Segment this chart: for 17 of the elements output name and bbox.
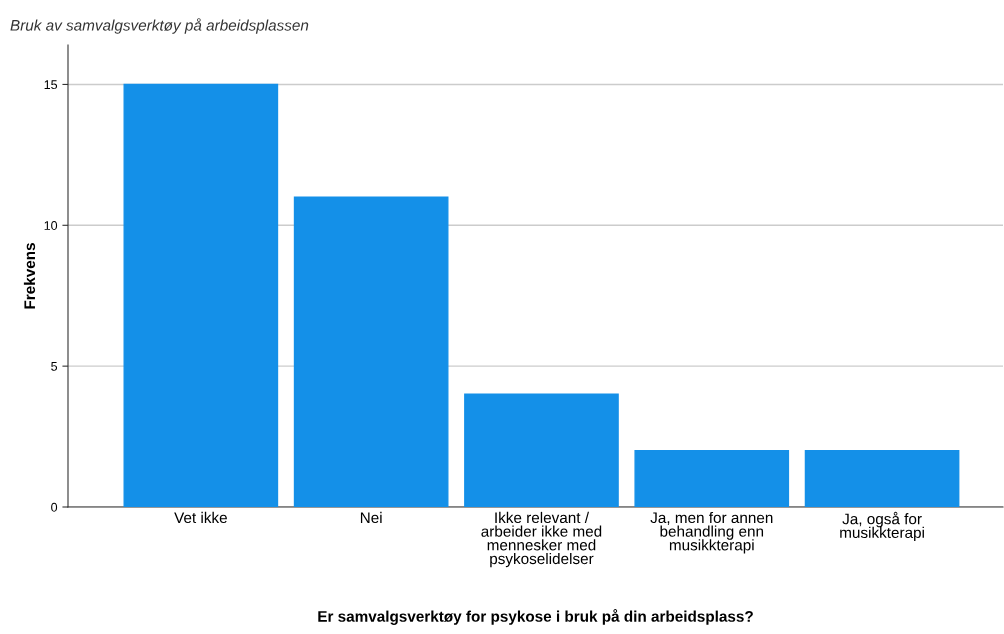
bar — [464, 393, 619, 507]
y-tick-label: 10 — [44, 221, 58, 230]
bar — [123, 83, 279, 507]
y-tick-label: 15 — [44, 80, 58, 90]
y-tick-label: 0 — [51, 502, 58, 512]
chart-title: Bruk av samvalgsverktøy på arbeidsplassen — [10, 18, 309, 34]
x-tick-label: Ikke relevant / arbeider ikke med mennesker med psykoselidelser — [481, 511, 602, 568]
x-tick-label: Nei — [360, 511, 382, 524]
x-axis-title: Er samvalgsverktøy for psykose i bruk på din arbeidsplass? — [318, 609, 753, 625]
x-tick-label: Ja, men for annen behandling enn musikkterapi — [650, 511, 773, 554]
x-tick-label: Vet ikke — [174, 511, 227, 524]
bar — [634, 449, 790, 507]
bar — [293, 196, 449, 507]
bar — [804, 449, 960, 507]
x-tick-label: Ja, også for musikkterapi — [840, 511, 924, 542]
y-axis-title: Frekvens — [23, 243, 36, 309]
y-tick-label: 5 — [51, 362, 58, 371]
